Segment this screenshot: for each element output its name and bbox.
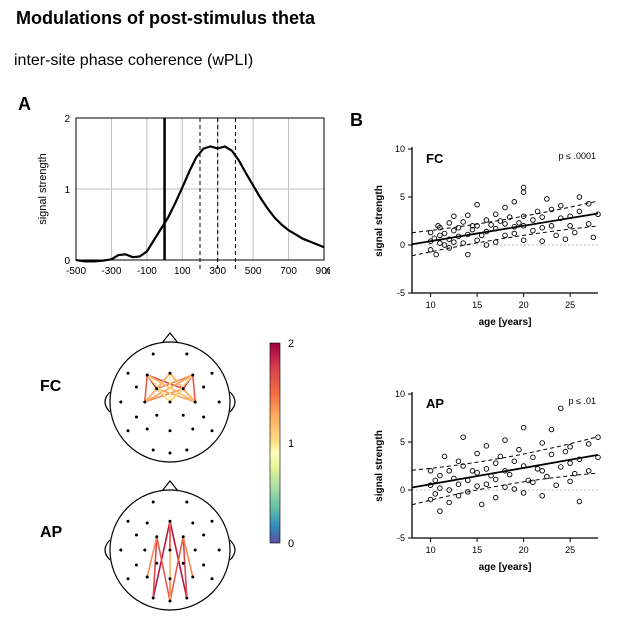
scatter-ap-plot: 10 15 20 25 -5 0 5 10 AP p ≤ .01 age [years] signal…: [368, 380, 608, 580]
svg-text:1: 1: [64, 185, 70, 196]
head-fc-label: FC: [40, 378, 61, 396]
svg-text:-100: -100: [137, 266, 157, 277]
figure-subtitle: inter-site phase coherence (wPLI): [14, 52, 253, 70]
timecourse-plot: -500-300-100100300500700900ms012signal s…: [30, 108, 330, 298]
colorbar: 0 1 2: [266, 337, 306, 557]
svg-text:-300: -300: [101, 266, 121, 277]
svg-text:10: 10: [395, 389, 405, 399]
svg-text:p ≤ .01: p ≤ .01: [569, 396, 596, 406]
svg-text:2: 2: [64, 114, 70, 125]
svg-text:ms: ms: [325, 266, 330, 277]
svg-text:age [years]: age [years]: [479, 562, 532, 573]
svg-text:-5: -5: [397, 288, 405, 298]
svg-text:5: 5: [400, 192, 405, 202]
svg-text:1: 1: [288, 438, 294, 450]
svg-text:AP: AP: [426, 396, 444, 411]
svg-text:signal strength: signal strength: [374, 185, 385, 257]
svg-text:10: 10: [426, 545, 436, 555]
panel-b-label: B: [350, 110, 363, 131]
svg-text:100: 100: [174, 266, 191, 277]
svg-text:10: 10: [426, 300, 436, 310]
svg-text:15: 15: [472, 300, 482, 310]
svg-text:0: 0: [400, 240, 405, 250]
svg-text:FC: FC: [426, 151, 444, 166]
figure-title: Modulations of post-stimulus theta: [16, 8, 315, 29]
svg-text:p ≤ .0001: p ≤ .0001: [559, 151, 596, 161]
svg-text:2: 2: [288, 338, 294, 350]
svg-text:age [years]: age [years]: [479, 317, 532, 328]
head-fc-plot: [80, 330, 260, 470]
svg-text:25: 25: [565, 300, 575, 310]
svg-text:0: 0: [288, 538, 294, 550]
svg-text:700: 700: [280, 266, 297, 277]
head-ap-plot: [80, 478, 260, 618]
svg-text:0: 0: [400, 485, 405, 495]
svg-text:signal strength: signal strength: [37, 153, 49, 225]
svg-text:10: 10: [395, 144, 405, 154]
svg-text:300: 300: [209, 266, 226, 277]
svg-text:signal strength: signal strength: [374, 430, 385, 502]
svg-text:25: 25: [565, 545, 575, 555]
svg-text:-500: -500: [66, 266, 86, 277]
svg-text:15: 15: [472, 545, 482, 555]
scatter-fc-plot: 10 15 20 25 -5 0 5 10 FC p ≤ .0001 age [years] sign…: [368, 135, 608, 335]
svg-text:5: 5: [400, 437, 405, 447]
head-ap-label: AP: [40, 524, 62, 542]
svg-text:500: 500: [245, 266, 262, 277]
svg-text:20: 20: [519, 545, 529, 555]
svg-text:-5: -5: [397, 533, 405, 543]
svg-text:0: 0: [64, 256, 70, 267]
svg-text:20: 20: [519, 300, 529, 310]
